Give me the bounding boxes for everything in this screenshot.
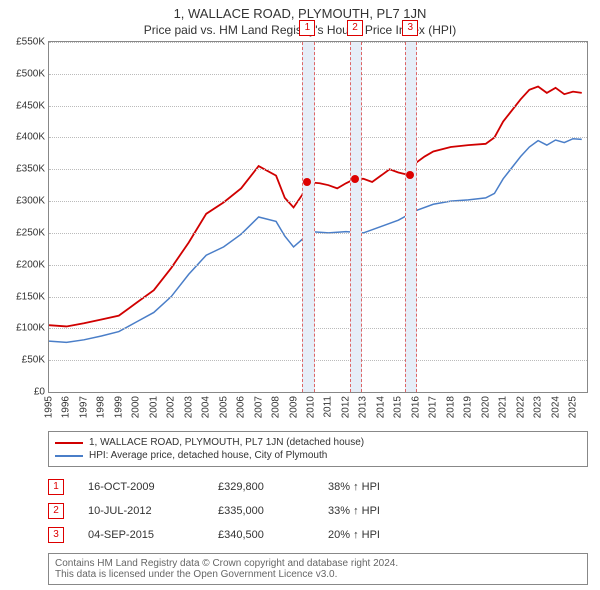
x-axis-label: 2001 <box>148 396 159 418</box>
y-axis-label: £400K <box>16 132 45 143</box>
highlight-band <box>350 42 362 392</box>
y-axis-label: £550K <box>16 37 45 48</box>
y-axis-label: £100K <box>16 323 45 334</box>
y-axis-label: £150K <box>16 291 45 302</box>
marker-box: 3 <box>402 20 418 36</box>
legend: 1, WALLACE ROAD, PLYMOUTH, PL7 1JN (deta… <box>48 431 588 467</box>
x-axis-label: 2004 <box>201 396 212 418</box>
footer-line1: Contains HM Land Registry data © Crown c… <box>55 558 581 569</box>
x-axis-label: 2010 <box>306 396 317 418</box>
y-axis-label: £450K <box>16 100 45 111</box>
legend-row-red: 1, WALLACE ROAD, PLYMOUTH, PL7 1JN (deta… <box>55 436 581 449</box>
x-axis-label: 2007 <box>253 396 264 418</box>
x-axis-label: 2018 <box>445 396 456 418</box>
x-axis-label: 2008 <box>271 396 282 418</box>
x-axis-label: 2016 <box>410 396 421 418</box>
price-marker <box>406 171 414 179</box>
series-line <box>49 87 582 327</box>
highlight-band <box>405 42 417 392</box>
gridline <box>49 106 587 107</box>
legend-swatch-red <box>55 442 83 444</box>
tx-index: 1 <box>48 479 64 495</box>
gridline <box>49 328 587 329</box>
footer-line2: This data is licensed under the Open Gov… <box>55 569 581 580</box>
x-axis-label: 2025 <box>568 396 579 418</box>
chart-title: 1, WALLACE ROAD, PLYMOUTH, PL7 1JN <box>0 0 600 21</box>
gridline <box>49 74 587 75</box>
gridline <box>49 137 587 138</box>
x-axis-label: 2003 <box>183 396 194 418</box>
x-axis-label: 2024 <box>550 396 561 418</box>
y-axis-label: £300K <box>16 196 45 207</box>
x-axis-label: 2009 <box>288 396 299 418</box>
tx-date: 16-OCT-2009 <box>88 481 218 493</box>
gridline <box>49 360 587 361</box>
transaction-row: 3 04-SEP-2015£340,50020% ↑ HPI <box>48 523 588 547</box>
tx-price: £329,800 <box>218 481 328 493</box>
x-axis-label: 1996 <box>61 396 72 418</box>
legend-row-blue: HPI: Average price, detached house, City… <box>55 449 581 462</box>
price-marker <box>303 178 311 186</box>
chart-container: 1, WALLACE ROAD, PLYMOUTH, PL7 1JN Price… <box>0 0 600 590</box>
tx-price: £335,000 <box>218 505 328 517</box>
x-axis-label: 2021 <box>498 396 509 418</box>
gridline <box>49 42 587 43</box>
x-axis-label: 2015 <box>393 396 404 418</box>
y-axis-label: £200K <box>16 259 45 270</box>
legend-label-red: 1, WALLACE ROAD, PLYMOUTH, PL7 1JN (deta… <box>89 437 364 448</box>
x-axis-label: 2023 <box>533 396 544 418</box>
tx-date: 10-JUL-2012 <box>88 505 218 517</box>
transaction-table: 1 16-OCT-2009£329,80038% ↑ HPI 2 10-JUL-201… <box>48 475 588 547</box>
marker-box: 1 <box>299 20 315 36</box>
marker-box: 2 <box>347 20 363 36</box>
line-svg <box>49 42 587 392</box>
x-axis-label: 2011 <box>323 396 334 418</box>
plot-area: £0£50K£100K£150K£200K£250K£300K£350K£400… <box>48 41 588 393</box>
x-axis-label: 2002 <box>166 396 177 418</box>
tx-date: 04-SEP-2015 <box>88 529 218 541</box>
x-axis-label: 1995 <box>44 396 55 418</box>
x-axis-label: 2012 <box>340 396 351 418</box>
highlight-band <box>302 42 314 392</box>
price-marker <box>351 175 359 183</box>
x-axis-label: 1998 <box>96 396 107 418</box>
tx-pct: 38% ↑ HPI <box>328 481 428 493</box>
tx-price: £340,500 <box>218 529 328 541</box>
legend-label-blue: HPI: Average price, detached house, City… <box>89 450 327 461</box>
gridline <box>49 201 587 202</box>
y-axis-label: £250K <box>16 227 45 238</box>
y-axis-label: £350K <box>16 164 45 175</box>
x-axis-label: 2014 <box>375 396 386 418</box>
gridline <box>49 233 587 234</box>
x-axis-label: 2005 <box>218 396 229 418</box>
x-axis-label: 1999 <box>113 396 124 418</box>
y-axis-label: £50K <box>22 355 45 366</box>
x-axis-label: 2000 <box>131 396 142 418</box>
x-axis-label: 2017 <box>428 396 439 418</box>
tx-index: 3 <box>48 527 64 543</box>
tx-index: 2 <box>48 503 64 519</box>
gridline <box>49 169 587 170</box>
transaction-row: 1 16-OCT-2009£329,80038% ↑ HPI <box>48 475 588 499</box>
x-axis-label: 2020 <box>480 396 491 418</box>
gridline <box>49 297 587 298</box>
tx-pct: 20% ↑ HPI <box>328 529 428 541</box>
footer-note: Contains HM Land Registry data © Crown c… <box>48 553 588 585</box>
y-axis-label: £500K <box>16 68 45 79</box>
x-axis-label: 2013 <box>358 396 369 418</box>
x-axis-label: 1997 <box>78 396 89 418</box>
gridline <box>49 265 587 266</box>
x-axis-label: 2006 <box>236 396 247 418</box>
tx-pct: 33% ↑ HPI <box>328 505 428 517</box>
x-axis-label: 2022 <box>515 396 526 418</box>
transaction-row: 2 10-JUL-2012£335,00033% ↑ HPI <box>48 499 588 523</box>
x-axis-label: 2019 <box>463 396 474 418</box>
legend-swatch-blue <box>55 455 83 457</box>
